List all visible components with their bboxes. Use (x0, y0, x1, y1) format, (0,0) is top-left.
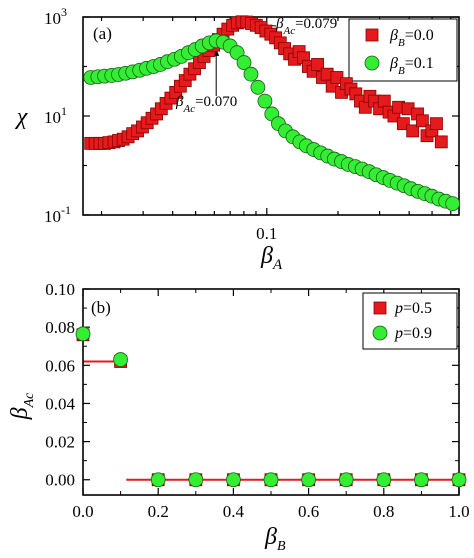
legend-marker-b-0 (373, 301, 387, 315)
xtick-label-b-2: 0.4 (223, 502, 245, 521)
circle-point-b-1-5 (263, 472, 279, 488)
circle-point-b-1-10 (451, 472, 467, 488)
square-point-a-0-70 (415, 114, 429, 128)
circle-point-a-1-25 (257, 93, 273, 109)
annotation-label-a-0: βAc=0.079 (275, 16, 337, 37)
circle-point-b-1-4 (225, 472, 241, 488)
ytick-label-b-5: 0.10 (45, 280, 75, 299)
ytick-label-a-2: 103 (44, 5, 67, 28)
circle-point-b-1-0 (75, 326, 91, 342)
square-point-a-0-74 (434, 135, 448, 149)
circle-point-a-1-23 (243, 66, 259, 82)
ylabel-a: χ (15, 104, 29, 130)
legend-label-a-1: βB=0.1 (389, 55, 434, 77)
legend-label-a-0: βB=0.0 (389, 27, 434, 49)
ytick-label-b-0: 0.00 (45, 471, 75, 490)
legend-marker-a-0 (365, 28, 379, 42)
ylabel-b-text: βAc (7, 392, 37, 421)
circle-point-a-1-22 (236, 55, 252, 70)
annotation-label-a-1: βAc=0.070 (175, 94, 237, 115)
circle-point-b-1-1 (113, 352, 128, 367)
circle-point-b-1-2 (150, 472, 166, 488)
xtick-label-b-0: 0.0 (72, 502, 93, 521)
circle-point-b-1-7 (338, 472, 354, 488)
ytick-label-a-0: 10-1 (44, 203, 71, 226)
xtick-label-b-1: 0.2 (148, 502, 169, 521)
xlabel-a: βA (260, 243, 283, 273)
circle-point-b-1-3 (188, 472, 204, 488)
legend-marker-b-1 (372, 325, 388, 341)
square-point-a-0-68 (406, 124, 420, 138)
ytick-label-b-1: 0.02 (45, 433, 75, 452)
panel-tag-a: (a) (93, 24, 112, 43)
square-point-a-0-73 (430, 117, 443, 131)
xtick-label-b-5: 1.0 (448, 502, 469, 521)
xtick-label-a-0: 0.1 (256, 224, 277, 243)
square-point-a-0-48 (311, 58, 324, 71)
circle-point-b-1-6 (301, 472, 317, 488)
panel-tag-b: (b) (91, 298, 111, 317)
square-point-a-0-62 (377, 94, 391, 108)
legend-marker-a-1 (364, 55, 380, 71)
circle-point-a-1-24 (250, 79, 266, 95)
panel-b: 0.00 0.02 0.04 0.06 0.08 0.10 0.0 0.2 0.4 0.6 0.8 1… (7, 280, 470, 521)
ytick-label-b-4: 0.08 (45, 318, 75, 337)
xlabel-b: βB (264, 524, 286, 553)
ytick-label-b-3: 0.06 (45, 356, 75, 375)
circle-point-b-1-8 (376, 472, 392, 488)
ytick-label-b-2: 0.04 (45, 394, 75, 413)
ytick-label-a-1: 101 (44, 104, 67, 127)
circle-point-b-1-9 (413, 472, 429, 488)
legend-label-b-1: p=0.9 (394, 325, 432, 342)
xtick-label-b-3: 0.6 (298, 502, 319, 521)
xtick-label-b-4: 0.8 (373, 502, 394, 521)
legend-label-b-0: p=0.5 (394, 300, 432, 317)
circle-point-a-1-52 (445, 196, 461, 211)
ylabel-b: βAc (7, 392, 37, 421)
